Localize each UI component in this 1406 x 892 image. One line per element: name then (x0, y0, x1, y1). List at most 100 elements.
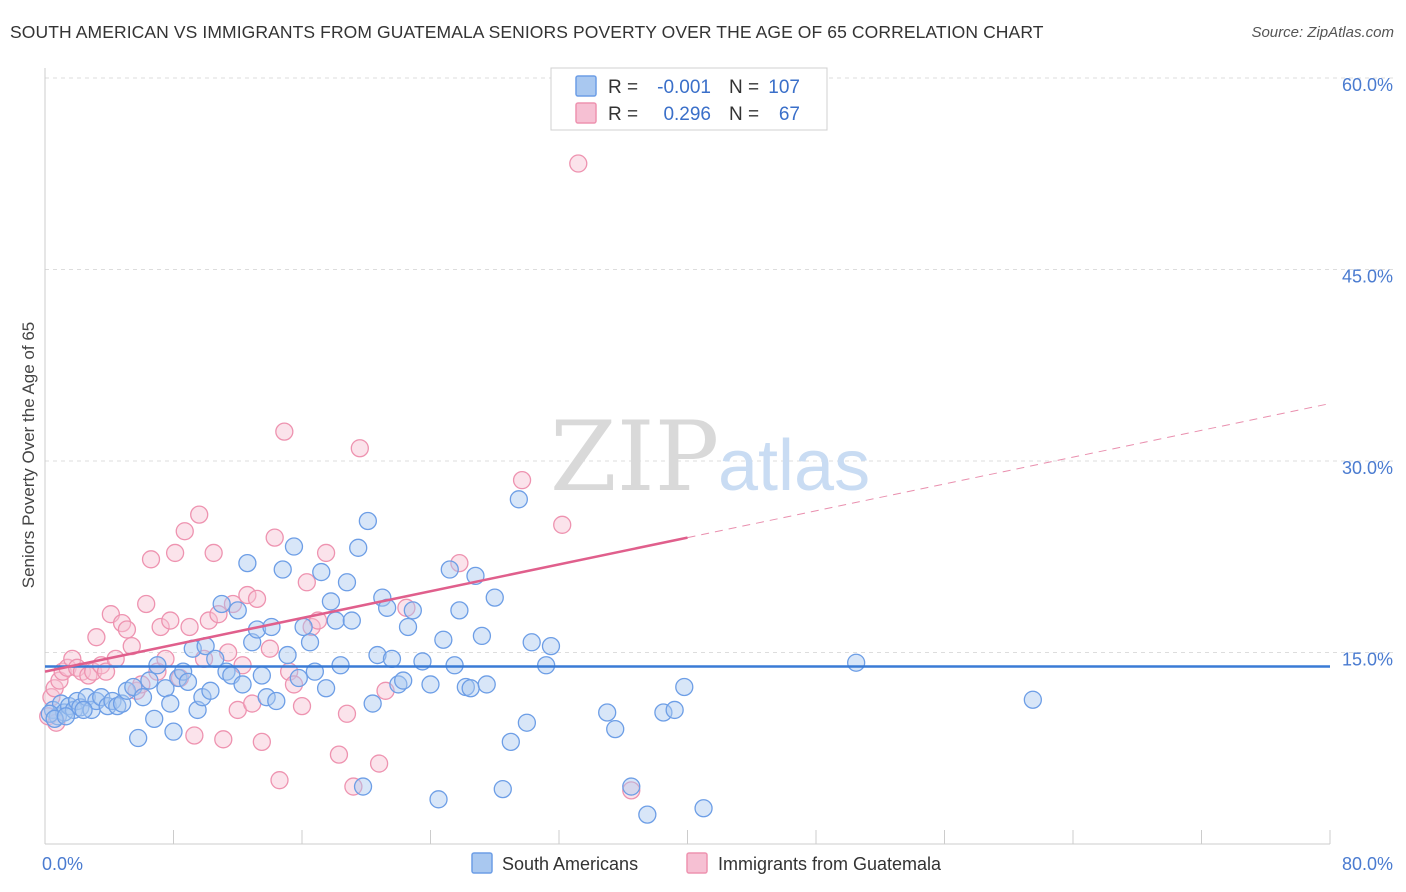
point-south-americans-60 (342, 611, 361, 630)
point-south-americans-44 (257, 688, 276, 707)
point-south-americans-45 (262, 617, 281, 637)
point-south-americans-62 (353, 777, 373, 796)
y-axis-title: Seniors Poverty Over the Age of 65 (19, 322, 38, 588)
point-guatemala-51 (292, 696, 312, 716)
point-south-americans-64 (363, 694, 382, 713)
point-guatemala-34 (204, 543, 223, 563)
y-tick-labels: 15.0% 30.0% 45.0% 60.0% (1342, 75, 1393, 670)
point-south-americans-11 (92, 688, 111, 707)
point-guatemala-41 (238, 585, 257, 605)
point-south-americans-88 (509, 490, 528, 509)
x-tick-label-min: 0.0% (42, 854, 83, 874)
point-south-americans-95 (622, 777, 641, 796)
legend-n-label-1: N = (729, 77, 759, 98)
point-guatemala-65 (553, 515, 572, 534)
point-south-americans-61 (349, 538, 368, 557)
point-south-americans-28 (178, 672, 198, 692)
point-south-americans-19 (133, 688, 153, 707)
point-south-americans-70 (394, 671, 413, 690)
point-guatemala-60 (369, 754, 389, 773)
point-guatemala-48 (275, 422, 294, 441)
point-south-americans-50 (289, 668, 308, 688)
series-south-americans (40, 490, 1042, 824)
point-south-americans-104 (45, 709, 64, 729)
bottom-legend-label-guatemala: Immigrants from Guatemala (718, 854, 942, 874)
point-guatemala-23 (151, 617, 170, 637)
point-guatemala-56 (329, 745, 349, 764)
watermark-atlas: atlas (718, 426, 870, 506)
point-guatemala-58 (344, 777, 363, 796)
point-south-americans-52 (300, 633, 320, 652)
point-guatemala-16 (117, 620, 137, 639)
legend-r-value-south-americans: -0.001 (657, 77, 711, 98)
point-south-americans-71 (398, 617, 418, 637)
legend-n-value-south-americans: 107 (768, 77, 800, 98)
point-guatemala-10 (87, 628, 106, 647)
legend-r-value-guatemala: 0.296 (663, 104, 711, 125)
legend-r-label-1: R = (608, 77, 638, 98)
point-south-americans-59 (337, 573, 357, 592)
legend-r-label-2: R = (608, 104, 638, 125)
point-guatemala-57 (337, 704, 357, 723)
point-south-americans-89 (517, 713, 537, 732)
point-south-americans-81 (461, 679, 480, 698)
point-guatemala-46 (265, 528, 284, 547)
legend-frame (550, 67, 828, 131)
point-south-americans-97 (654, 703, 673, 722)
point-south-americans-65 (368, 645, 387, 665)
point-guatemala-21 (141, 550, 161, 569)
legend-box: R = -0.001 N = 107 R = 0.296 N = 67 (550, 67, 828, 131)
point-south-americans-46 (267, 691, 286, 711)
point-guatemala-30 (185, 726, 204, 745)
watermark-zip: ZIP (550, 401, 719, 513)
point-south-americans-75 (429, 790, 448, 809)
point-guatemala-52 (297, 573, 316, 592)
point-guatemala-33 (199, 611, 218, 630)
point-guatemala-36 (214, 730, 233, 749)
point-guatemala-40 (233, 656, 252, 675)
point-south-americans-76 (434, 630, 453, 649)
point-south-americans-38 (228, 601, 247, 620)
point-south-americans-68 (382, 649, 402, 669)
axes (44, 68, 1331, 845)
y-tick-label-0: 15.0% (1342, 650, 1393, 670)
point-south-americans-20 (140, 671, 159, 690)
point-south-americans-43 (252, 666, 271, 685)
point-guatemala-45 (260, 639, 280, 658)
point-south-americans-84 (477, 675, 496, 694)
point-south-americans-25 (164, 722, 183, 741)
point-guatemala-44 (252, 732, 271, 752)
y-tick-label-2: 45.0% (1342, 267, 1393, 287)
point-south-americans-33 (201, 681, 220, 700)
trend-line-extension-guatemala (687, 403, 1331, 539)
point-south-americans-72 (403, 601, 422, 620)
point-guatemala-59 (350, 439, 369, 458)
point-south-americans-91 (537, 656, 556, 675)
bottom-legend-swatch-south-americans (471, 852, 493, 874)
trend-line-guatemala (44, 536, 688, 673)
point-south-americans-55 (316, 679, 336, 698)
point-south-americans-7 (71, 698, 90, 717)
point-guatemala-47 (270, 771, 289, 790)
point-south-americans-105 (56, 707, 76, 726)
point-south-americans-74 (421, 675, 440, 694)
point-south-americans-83 (472, 626, 492, 646)
x-tick-label-max: 80.0% (1342, 854, 1393, 874)
point-south-americans-48 (278, 645, 297, 665)
point-guatemala-29 (180, 617, 199, 637)
bottom-legend-swatch-guatemala (686, 852, 708, 874)
point-south-americans-96 (638, 805, 657, 824)
chart-title: SOUTH AMERICAN VS IMMIGRANTS FROM GUATEM… (10, 22, 1044, 42)
point-south-americans-22 (148, 656, 167, 675)
point-guatemala-28 (175, 522, 194, 541)
point-south-americans-79 (450, 601, 469, 620)
point-guatemala-20 (137, 594, 156, 614)
point-south-americans-49 (284, 537, 304, 556)
legend-swatch-guatemala (575, 102, 597, 124)
y-tick-label-3: 60.0% (1342, 75, 1393, 95)
point-south-americans-57 (326, 611, 345, 630)
point-south-americans-51 (294, 617, 313, 637)
point-south-americans-85 (485, 588, 504, 607)
point-south-americans-35 (212, 594, 231, 614)
